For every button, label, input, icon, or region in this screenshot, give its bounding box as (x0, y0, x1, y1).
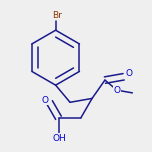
Text: O: O (113, 86, 120, 95)
Text: Br: Br (52, 11, 62, 20)
Text: OH: OH (53, 134, 66, 143)
Text: O: O (42, 96, 49, 105)
Text: O: O (125, 69, 132, 78)
